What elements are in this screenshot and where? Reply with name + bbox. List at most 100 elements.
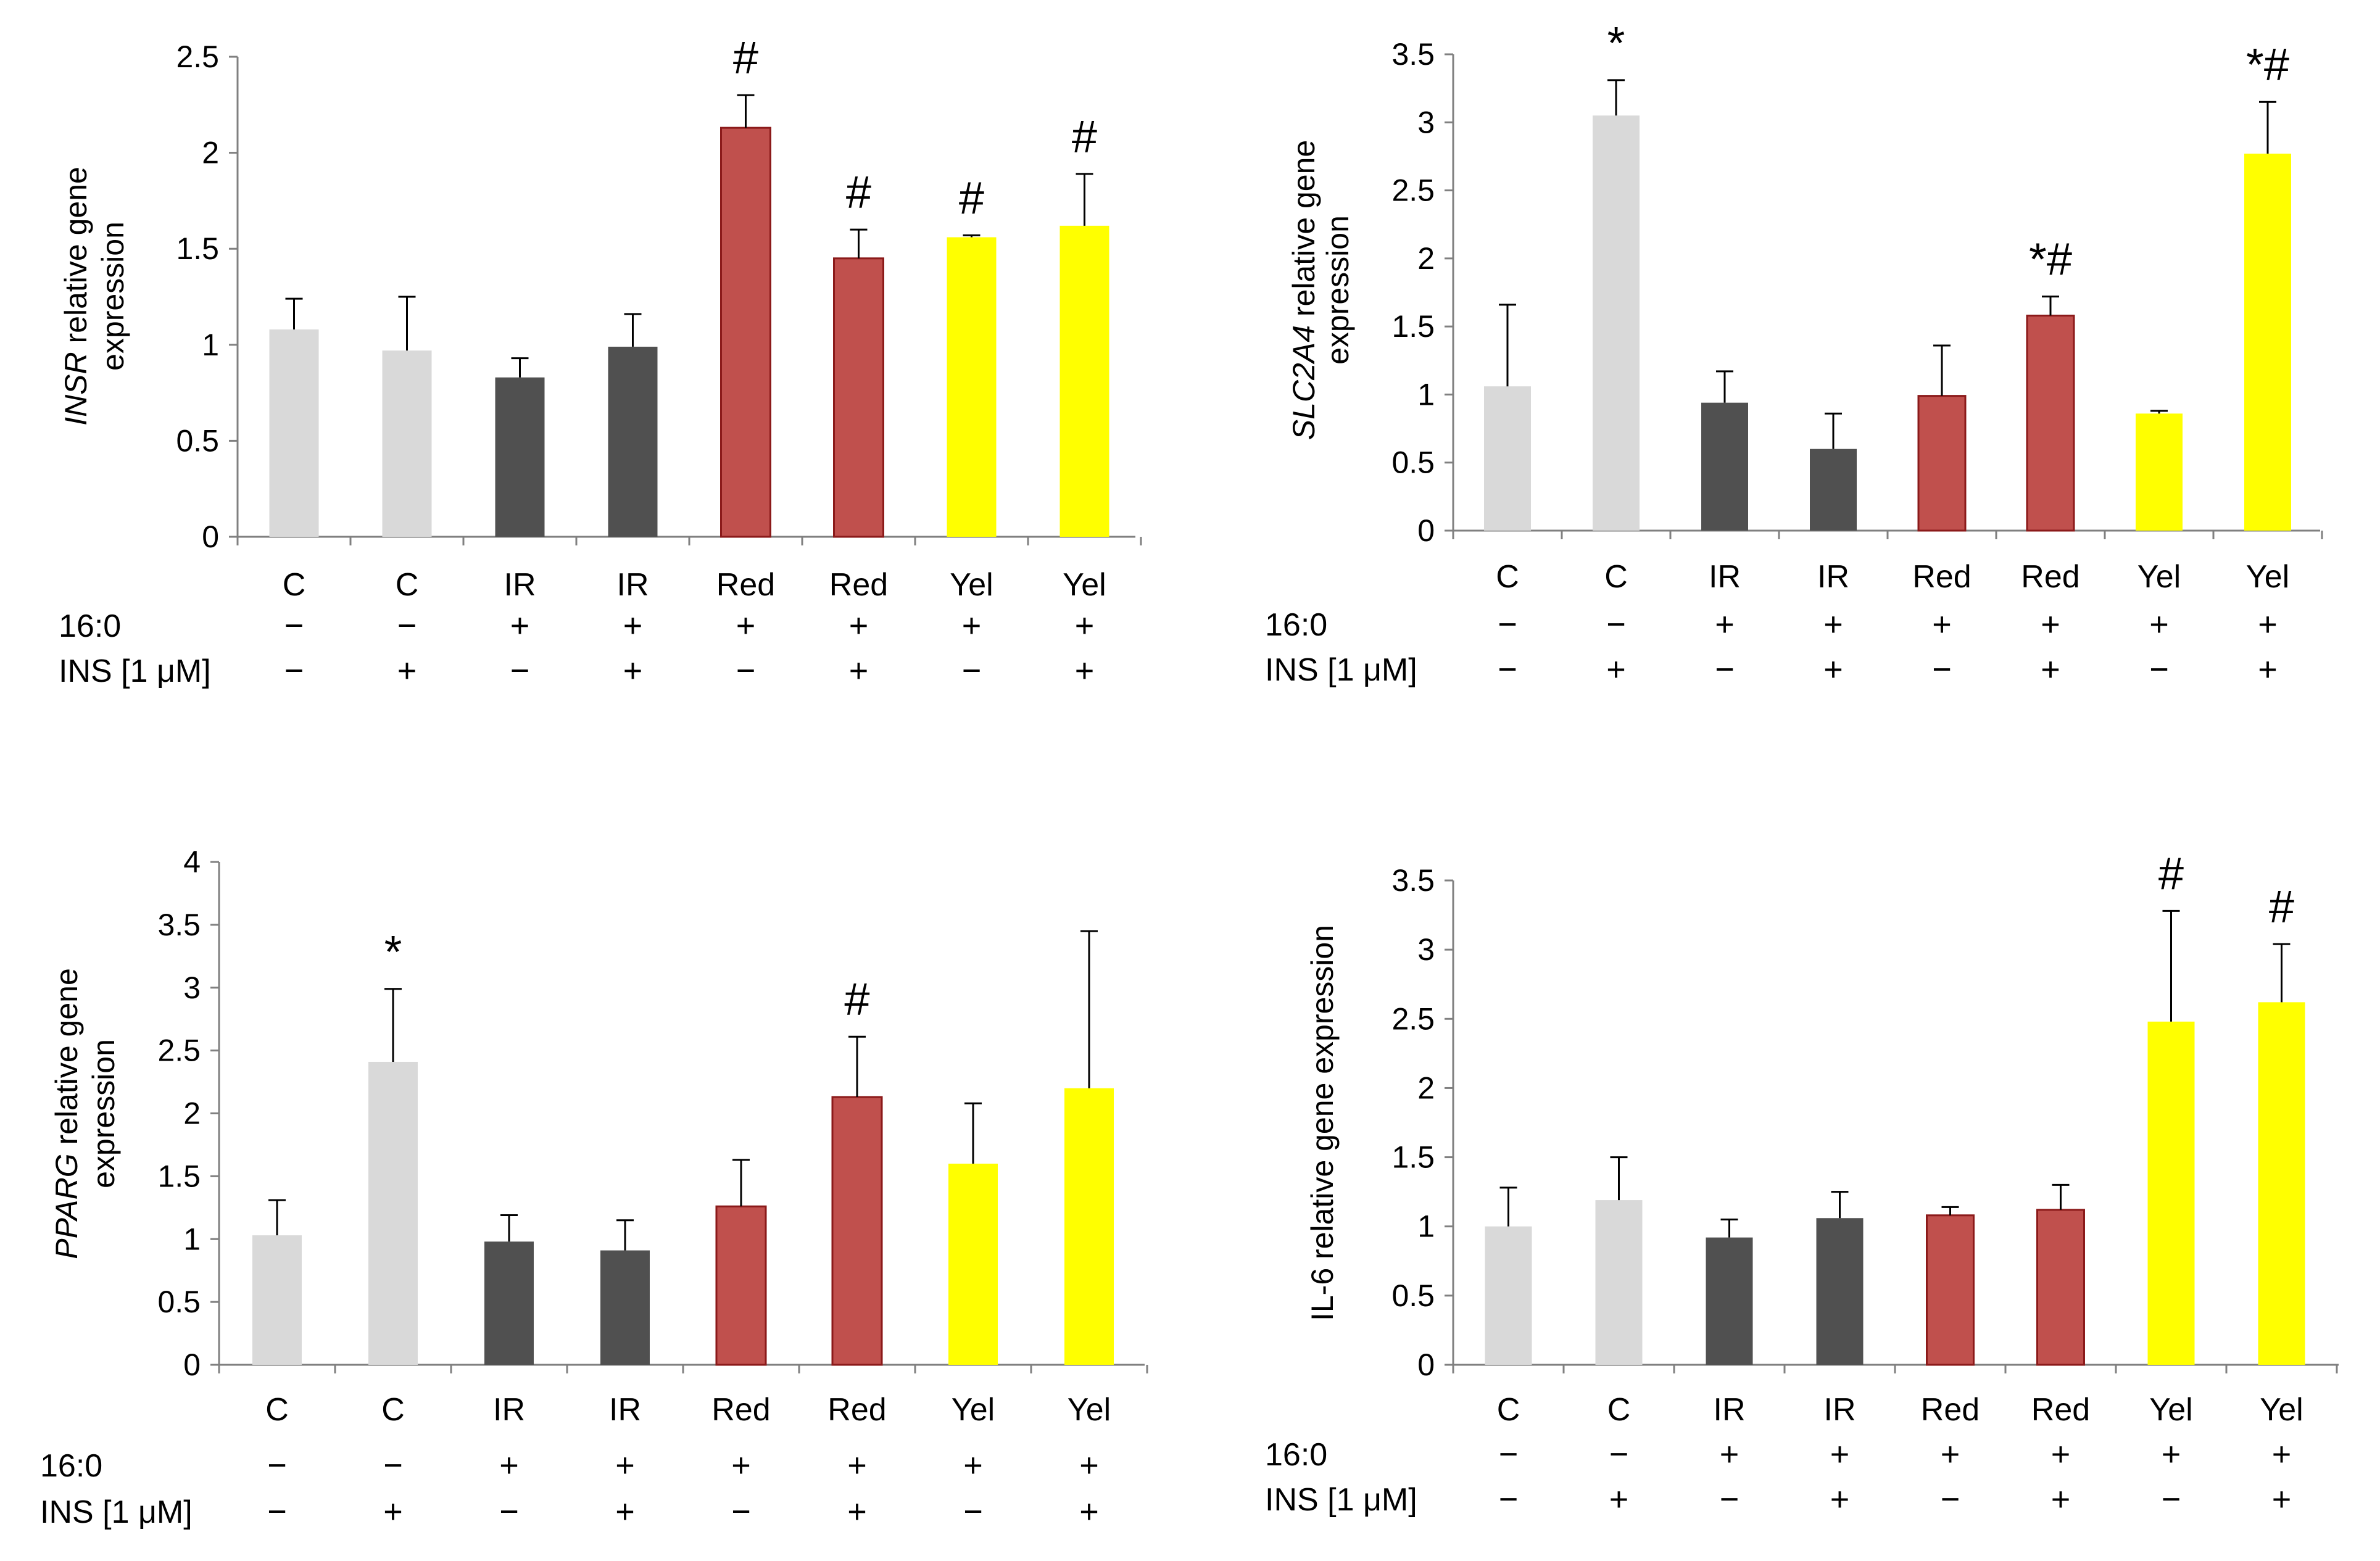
y-axis-label-gene: INSR [59, 352, 93, 425]
y-tick-label: 0 [1417, 513, 1435, 548]
significance-marker: *# [2029, 234, 2072, 285]
insulin-sign: − [963, 1493, 983, 1530]
bar [2036, 1209, 2085, 1366]
y-tick-label: 0 [183, 1348, 201, 1382]
palmitate-sign: + [1075, 607, 1095, 644]
y-tick-label: 2 [1417, 241, 1435, 276]
x-category-label: C [1497, 1392, 1520, 1428]
y-axis-label-gene: PPARG [49, 1153, 84, 1259]
palmitate-sign: + [2272, 1436, 2292, 1473]
y-tick-label: 3 [183, 971, 201, 1005]
palmitate-sign: − [397, 607, 417, 644]
y-tick-label: 0.5 [157, 1285, 201, 1319]
y-tick-label: 1.5 [1391, 1140, 1435, 1175]
bar [608, 346, 658, 537]
insulin-sign: + [2051, 1481, 2071, 1518]
x-category-label: Red [1912, 559, 1971, 595]
bar [269, 329, 319, 537]
insulin-sign: + [1830, 1481, 1850, 1518]
insulin-row-label: INS [1 μM] [1265, 1482, 1417, 1518]
x-category-label: Red [2031, 1392, 2090, 1428]
bar [1059, 225, 1109, 537]
palmitate-row-label: 16:0 [1265, 1437, 1327, 1473]
x-category-label: Red [1921, 1392, 1980, 1428]
y-tick-label: 0.5 [1391, 445, 1435, 480]
x-category-label: Yel [2149, 1392, 2192, 1428]
bar [1595, 1200, 1643, 1365]
bar [2258, 1002, 2305, 1365]
palmitate-sign: + [2258, 606, 2278, 643]
x-category-label: C [1607, 1392, 1631, 1428]
bar [1484, 386, 1531, 531]
x-category-label: IR [609, 1392, 641, 1428]
bar [947, 237, 997, 537]
y-axis-label-line1: INSR relative gene [59, 167, 93, 426]
x-category-label: Yel [1068, 1392, 1111, 1428]
palmitate-sign: + [963, 1447, 983, 1484]
palmitate-sign: − [284, 607, 304, 644]
insulin-row-label: INS [1 μM] [1265, 652, 1417, 688]
insulin-sign: + [623, 652, 643, 689]
insulin-sign: − [2162, 1481, 2181, 1518]
y-axis-label-line1: IL-6 relative gene expression [1305, 925, 1340, 1321]
insulin-sign: + [1606, 651, 1626, 688]
bar [1816, 1218, 1864, 1365]
bar [720, 126, 771, 538]
significance-marker: # [2269, 881, 2294, 932]
insulin-sign: + [1609, 1481, 1629, 1518]
x-category-label: C [265, 1392, 289, 1428]
palmitate-row-label: 16:0 [1265, 607, 1327, 643]
insulin-sign: + [2041, 651, 2060, 688]
insulin-row-label: INS [1 μM] [59, 653, 211, 689]
x-category-label: C [1604, 559, 1628, 595]
insulin-sign: − [1715, 651, 1735, 688]
y-tick-label: 2 [183, 1096, 201, 1131]
x-category-label: Yel [2246, 559, 2289, 595]
palmitate-sign: − [267, 1447, 287, 1484]
bar [2026, 314, 2075, 532]
y-tick-label: 1 [1417, 1209, 1435, 1244]
palmitate-sign: + [2149, 606, 2169, 643]
x-category-label: Red [827, 1392, 886, 1428]
bar [2136, 413, 2183, 531]
bar [1926, 1214, 1975, 1366]
y-axis-label-line1: SLC2A4 relative gene [1287, 140, 1321, 440]
y-tick-label: 0 [202, 520, 219, 554]
y-tick-label: 1 [183, 1222, 201, 1256]
bar [2244, 154, 2291, 531]
significance-marker: # [2158, 848, 2184, 899]
x-category-label: IR [1709, 559, 1741, 595]
palmitate-sign: + [2162, 1436, 2181, 1473]
x-category-label: IR [1817, 559, 1849, 595]
significance-marker: # [844, 974, 869, 1025]
bar [1593, 115, 1640, 531]
x-category-label: Red [716, 567, 775, 603]
bar [715, 1205, 767, 1366]
x-category-label: Yel [952, 1392, 995, 1428]
bar [1706, 1237, 1753, 1365]
x-category-label: Red [2021, 559, 2079, 595]
bar [1917, 395, 1967, 532]
y-tick-label: 3.5 [1391, 863, 1435, 898]
y-tick-label: 4 [183, 845, 201, 879]
palmitate-sign: + [1941, 1436, 1960, 1473]
y-tick-label: 1.5 [1391, 309, 1435, 344]
y-axis-label-text: relative gene [59, 167, 93, 352]
panel-slc2a4: 0 0.5 1 1.5 2 2.5 3 3.5 SLC2A4 relative gene expr… [1265, 17, 2323, 688]
insulin-sign: − [1499, 1481, 1519, 1518]
insulin-sign: − [736, 652, 756, 689]
x-category-label: C [396, 567, 419, 603]
x-category-label: Yel [1063, 567, 1106, 603]
y-axis-label-line2: expression [96, 222, 130, 371]
x-category-label: Red [711, 1392, 770, 1428]
insulin-sign: + [2272, 1481, 2292, 1518]
y-axis-label: IL-6 relative gene expression [1305, 925, 1340, 1321]
y-tick-label: 3 [1417, 932, 1435, 967]
y-axis-label-line2: expression [86, 1039, 121, 1188]
y-tick-label: 2.5 [1391, 173, 1435, 208]
y-tick-label: 3.5 [157, 908, 201, 942]
significance-marker: *# [2246, 39, 2289, 90]
palmitate-sign: + [1823, 606, 1843, 643]
bar [495, 377, 545, 537]
